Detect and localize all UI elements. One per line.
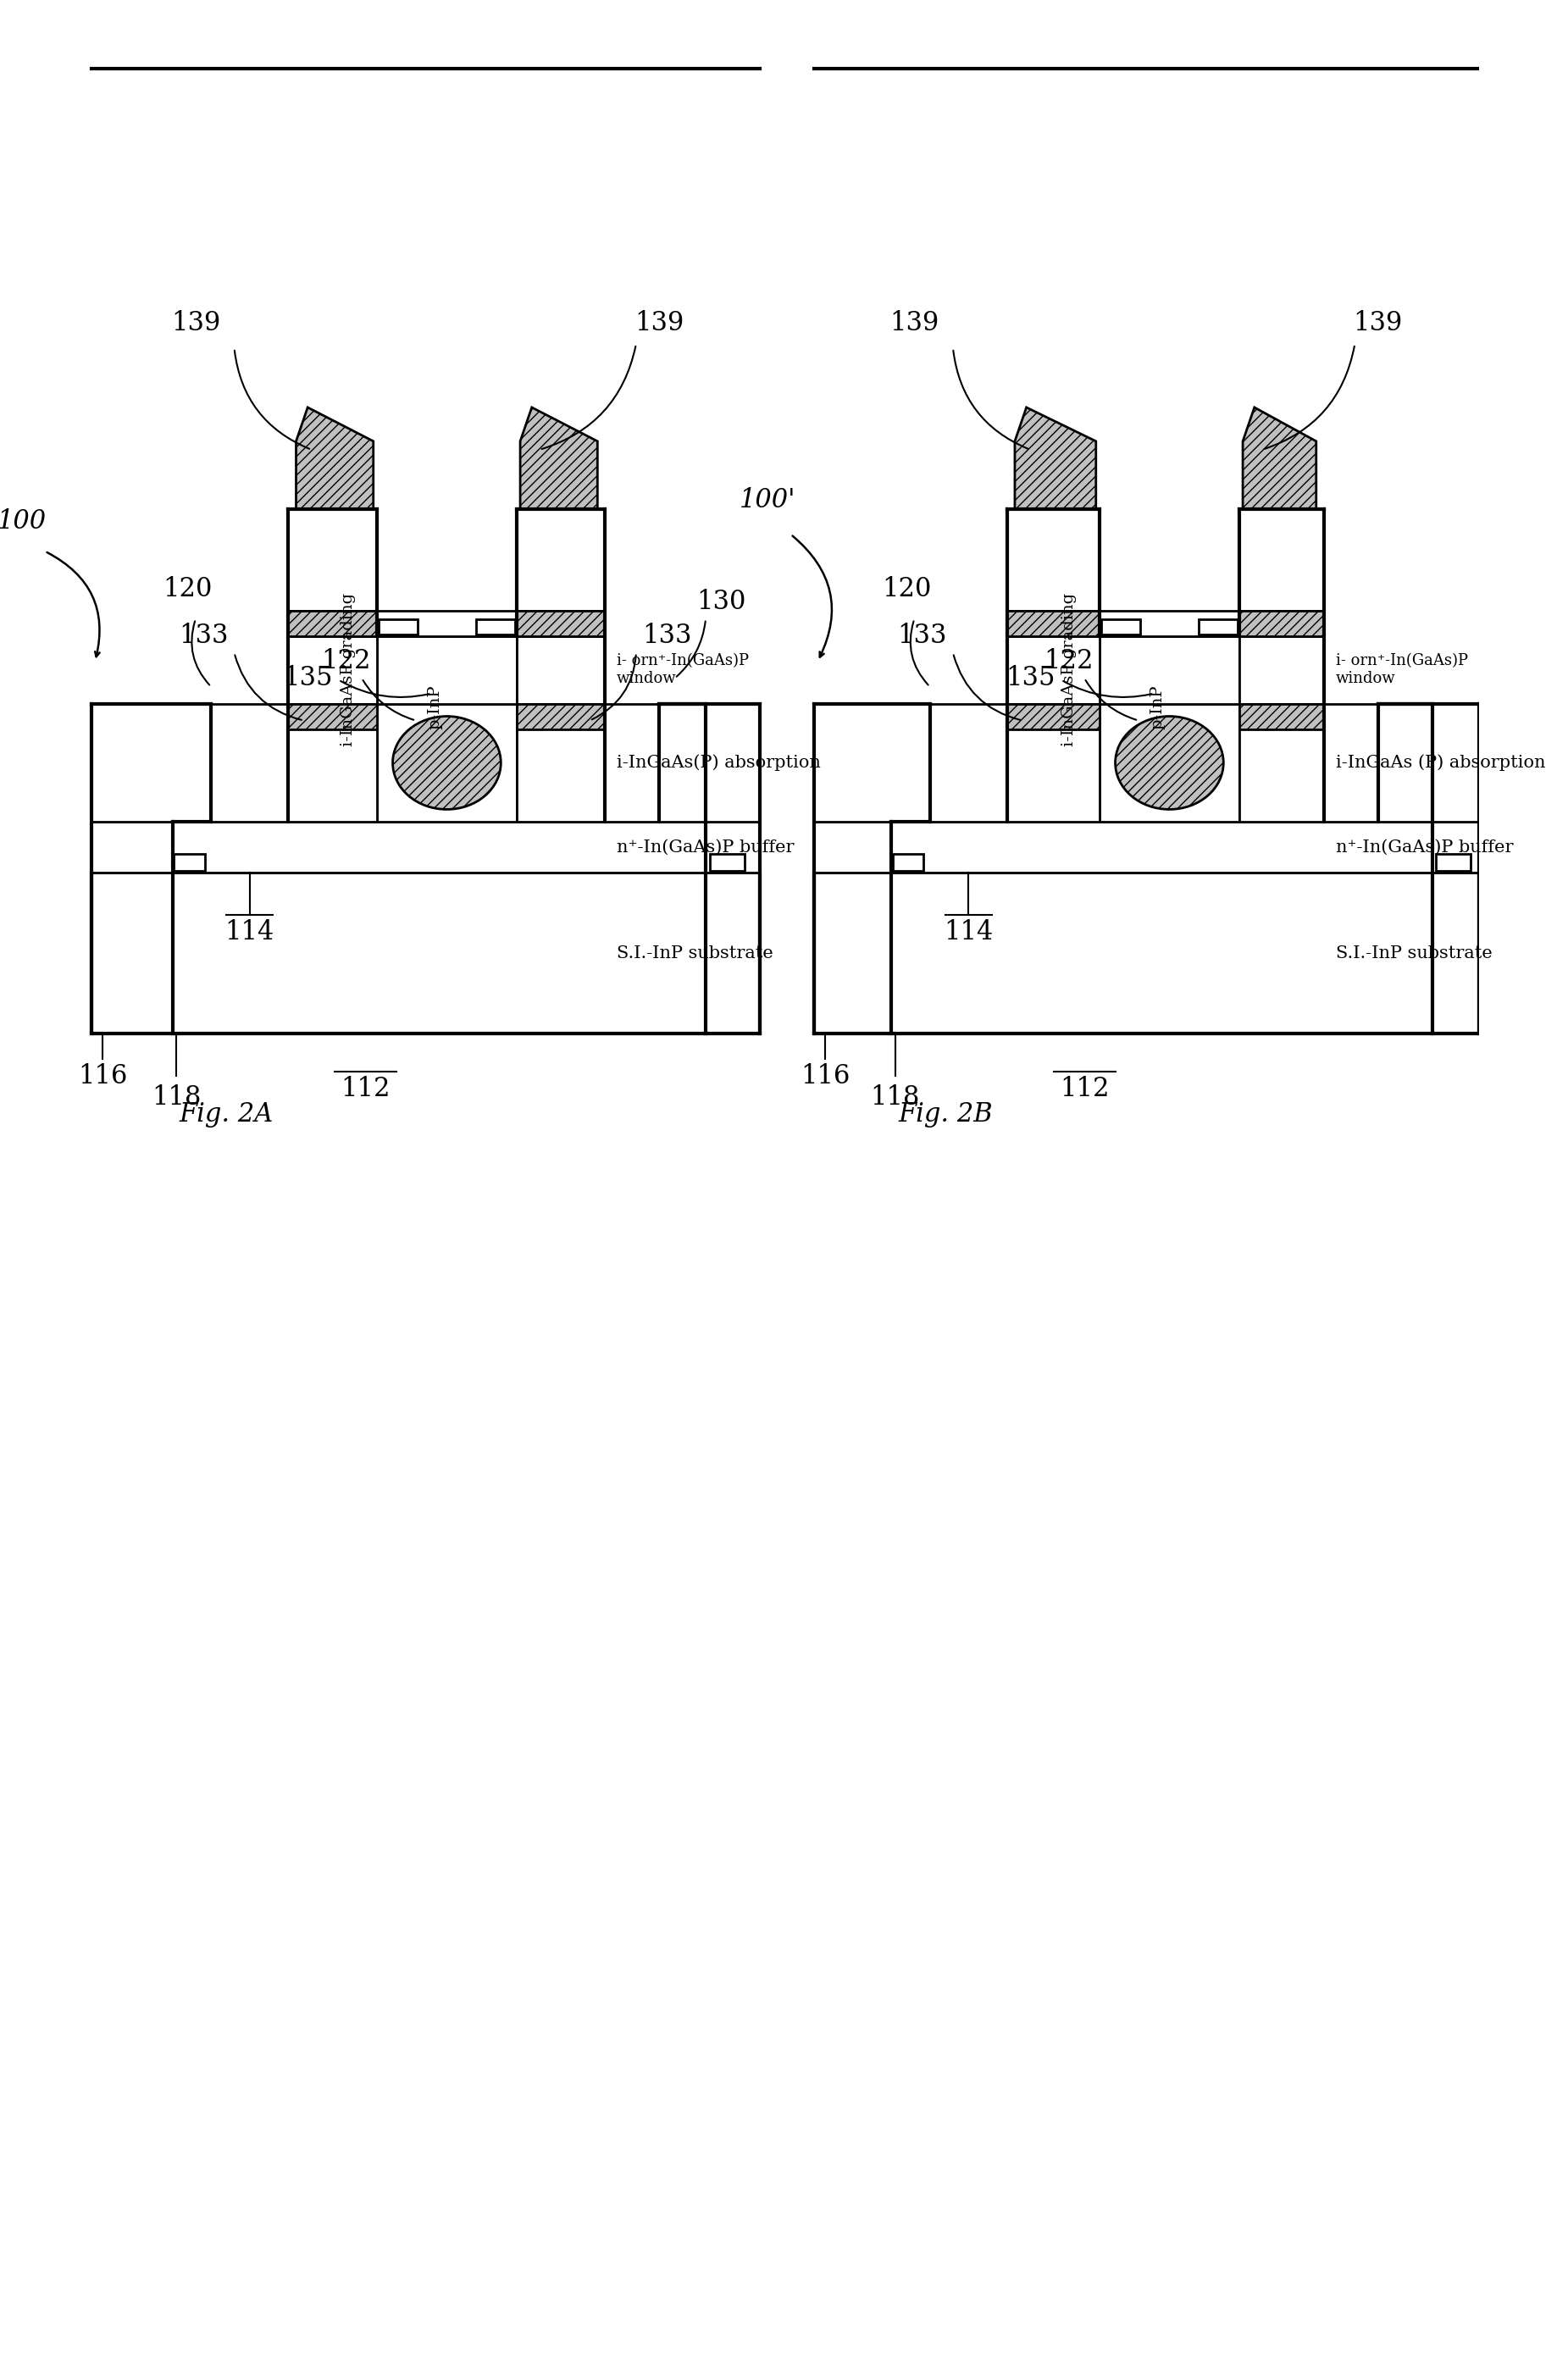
Text: p-InP: p-InP bbox=[1151, 685, 1165, 730]
Bar bbox=[378, 610, 516, 636]
Text: i- orn⁺-In(GaAs)P
window: i- orn⁺-In(GaAs)P window bbox=[1336, 652, 1468, 685]
Bar bbox=[1099, 636, 1239, 704]
Ellipse shape bbox=[392, 716, 500, 810]
Bar bbox=[516, 610, 605, 636]
Bar bbox=[516, 636, 605, 704]
Bar bbox=[1099, 610, 1239, 636]
Text: i-InGaAs(P) absorption: i-InGaAs(P) absorption bbox=[616, 754, 822, 770]
Text: 114: 114 bbox=[226, 918, 274, 947]
Bar bbox=[1323, 704, 1479, 822]
Bar bbox=[91, 822, 760, 874]
Bar bbox=[1099, 704, 1239, 822]
Bar bbox=[1239, 610, 1323, 636]
Text: Fig. 2B: Fig. 2B bbox=[898, 1102, 993, 1128]
Bar bbox=[91, 704, 289, 822]
Bar bbox=[91, 874, 760, 1034]
Text: i-InGaAs (P) absorption: i-InGaAs (P) absorption bbox=[1336, 754, 1544, 770]
Text: 135: 135 bbox=[282, 664, 332, 692]
Bar bbox=[1007, 610, 1099, 636]
Polygon shape bbox=[289, 704, 378, 730]
Bar bbox=[1239, 610, 1323, 636]
Text: 133: 133 bbox=[897, 622, 947, 650]
Bar bbox=[814, 704, 1007, 822]
Text: 122: 122 bbox=[1044, 648, 1094, 674]
Text: 135: 135 bbox=[1005, 664, 1055, 692]
Text: S.I.-InP substrate: S.I.-InP substrate bbox=[1336, 944, 1493, 961]
Text: 112: 112 bbox=[1060, 1076, 1109, 1102]
Text: 130: 130 bbox=[696, 589, 746, 615]
Bar bbox=[516, 704, 605, 822]
Bar bbox=[1007, 636, 1099, 704]
Bar bbox=[516, 610, 605, 636]
Text: 112: 112 bbox=[340, 1076, 390, 1102]
Bar bbox=[289, 610, 378, 636]
Polygon shape bbox=[516, 704, 605, 730]
Bar bbox=[814, 874, 1479, 1034]
Text: 139: 139 bbox=[171, 309, 220, 337]
Bar bbox=[174, 855, 205, 871]
Text: 139: 139 bbox=[1353, 309, 1403, 337]
Text: 116: 116 bbox=[78, 1062, 127, 1090]
Polygon shape bbox=[1239, 704, 1323, 730]
Bar bbox=[289, 610, 378, 636]
Text: 120: 120 bbox=[163, 575, 213, 603]
Text: Fig. 2A: Fig. 2A bbox=[179, 1102, 274, 1128]
Bar bbox=[477, 619, 514, 633]
Bar bbox=[289, 636, 378, 704]
Text: S.I.-InP substrate: S.I.-InP substrate bbox=[616, 944, 773, 961]
Text: 118: 118 bbox=[870, 1083, 920, 1112]
Text: 120: 120 bbox=[881, 575, 931, 603]
Polygon shape bbox=[521, 407, 597, 509]
Text: i- orn⁺-In(GaAs)P
window: i- orn⁺-In(GaAs)P window bbox=[616, 652, 750, 685]
Text: 122: 122 bbox=[321, 648, 372, 674]
Polygon shape bbox=[1014, 407, 1096, 509]
Text: n⁺-In(GaAs)P buffer: n⁺-In(GaAs)P buffer bbox=[616, 838, 795, 855]
Polygon shape bbox=[296, 407, 373, 509]
Text: 139: 139 bbox=[635, 309, 684, 337]
Polygon shape bbox=[1007, 704, 1099, 730]
Bar bbox=[379, 619, 417, 633]
Bar bbox=[605, 704, 760, 822]
Text: 100: 100 bbox=[0, 509, 47, 535]
Bar bbox=[378, 636, 516, 704]
Bar bbox=[1007, 704, 1099, 822]
Bar bbox=[1239, 704, 1323, 822]
Bar bbox=[1239, 636, 1323, 704]
Bar bbox=[710, 855, 745, 871]
Bar bbox=[1436, 855, 1471, 871]
Bar bbox=[378, 704, 516, 822]
Text: n⁺-In(GaAs)P buffer: n⁺-In(GaAs)P buffer bbox=[1336, 838, 1513, 855]
Bar bbox=[289, 704, 378, 822]
Text: p-InP: p-InP bbox=[428, 685, 442, 730]
Bar bbox=[892, 855, 924, 871]
Ellipse shape bbox=[1115, 716, 1223, 810]
Text: 118: 118 bbox=[152, 1083, 201, 1112]
Polygon shape bbox=[1243, 407, 1316, 509]
Bar bbox=[1007, 610, 1099, 636]
Text: 100': 100' bbox=[740, 487, 795, 513]
Text: i-InGaAsP grading: i-InGaAsP grading bbox=[340, 593, 356, 747]
Text: 133: 133 bbox=[643, 622, 691, 650]
Bar bbox=[1200, 619, 1237, 633]
Bar bbox=[1101, 619, 1140, 633]
Text: i-InGaAsP grading: i-InGaAsP grading bbox=[1062, 593, 1076, 747]
Text: 133: 133 bbox=[179, 622, 227, 650]
Bar bbox=[814, 822, 1479, 874]
Text: 114: 114 bbox=[944, 918, 993, 947]
Text: 116: 116 bbox=[801, 1062, 850, 1090]
Text: 139: 139 bbox=[889, 309, 939, 337]
